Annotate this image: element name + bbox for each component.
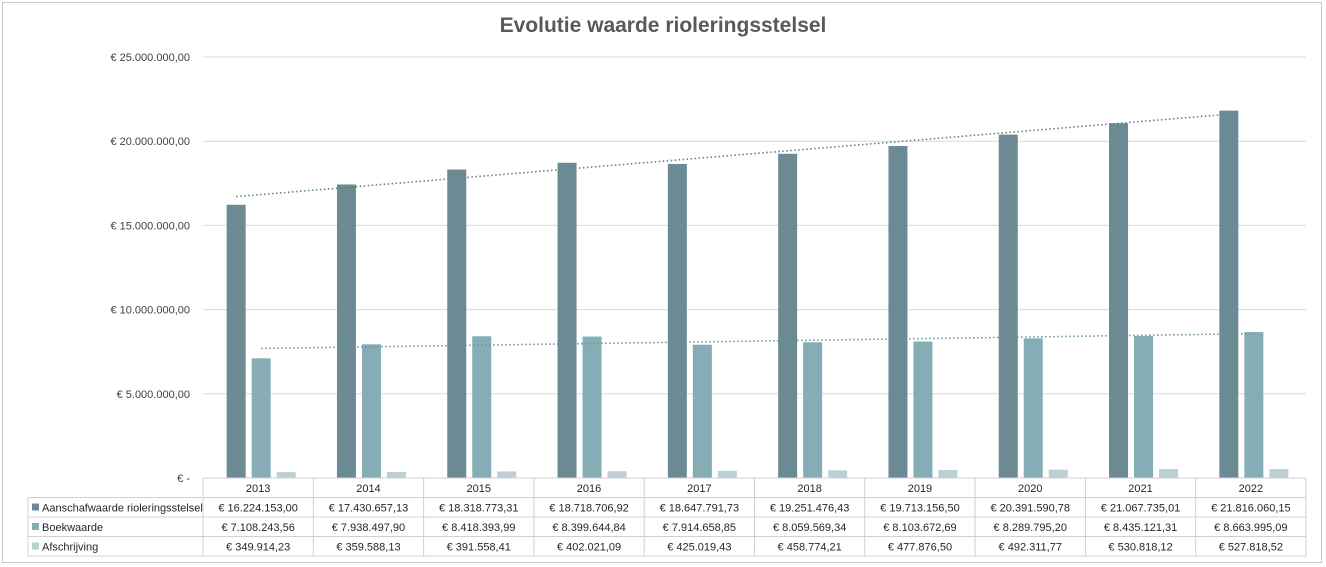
data-label: € 17.430.657,13 — [329, 503, 409, 515]
bar-boekwaarde — [251, 358, 271, 478]
data-label: € 458.774,21 — [778, 542, 842, 554]
category-label: 2018 — [797, 483, 821, 495]
data-label: € 18.647.791,73 — [660, 503, 740, 515]
legend-key — [32, 542, 39, 550]
data-label: € 16.224.153,00 — [218, 503, 298, 515]
data-label: € 18.318.773,31 — [439, 503, 519, 515]
series-label: Afschrijving — [42, 542, 98, 554]
bar-aanschafwaarde-rioleringsstelsel — [336, 184, 356, 479]
legend-key — [32, 523, 39, 530]
category-label: 2015 — [467, 483, 491, 495]
bar-afschrijving — [1269, 469, 1289, 478]
bar-boekwaarde — [1244, 332, 1264, 478]
data-label: € 530.818,12 — [1108, 542, 1172, 554]
data-label: € 391.558,41 — [447, 542, 511, 554]
data-label: € 477.876,50 — [888, 542, 952, 554]
category-label: 2020 — [1018, 483, 1042, 495]
bar-boekwaarde — [1023, 338, 1043, 478]
legend-key — [32, 503, 39, 511]
bar-aanschafwaarde-rioleringsstelsel — [667, 163, 687, 478]
bar-boekwaarde — [692, 344, 712, 478]
data-label: € 19.251.476,43 — [770, 503, 850, 515]
data-label: € 8.103.672,69 — [883, 522, 956, 534]
bar-aanschafwaarde-rioleringsstelsel — [447, 169, 467, 479]
y-tick-label: € 10.000.000,00 — [110, 305, 190, 317]
data-label: € 349.914,23 — [226, 542, 290, 554]
bar-aanschafwaarde-rioleringsstelsel — [1219, 110, 1239, 478]
category-label: 2021 — [1128, 483, 1152, 495]
data-label: € 402.021,09 — [557, 542, 621, 554]
data-label: € 8.435.121,31 — [1104, 522, 1177, 534]
trendline — [236, 113, 1229, 198]
data-label: € 20.391.590,78 — [990, 503, 1070, 515]
bar-afschrijving — [497, 471, 517, 478]
series-label: Boekwaarde — [42, 522, 103, 534]
bar-afschrijving — [1048, 469, 1068, 478]
bar-afschrijving — [607, 471, 627, 478]
bar-afschrijving — [1159, 469, 1179, 478]
category-label: 2013 — [246, 483, 270, 495]
bar-boekwaarde — [361, 344, 381, 478]
bar-afschrijving — [386, 471, 406, 478]
category-label: 2016 — [577, 483, 601, 495]
bar-aanschafwaarde-rioleringsstelsel — [557, 162, 577, 478]
data-label: € 7.938.497,90 — [332, 522, 405, 534]
series-label: Aanschafwaarde rioleringsstelsel — [42, 503, 203, 515]
data-label: € 21.816.060,15 — [1211, 503, 1291, 515]
bar-boekwaarde — [913, 341, 933, 478]
chart-title: Evolutie waarde rioleringsstelsel — [499, 14, 827, 37]
data-label: € 527.818,52 — [1219, 542, 1283, 554]
data-label: € 8.663.995,09 — [1214, 522, 1287, 534]
data-label: € 7.914.658,85 — [663, 522, 736, 534]
y-tick-label: € 15.000.000,00 — [110, 220, 190, 232]
bar-aanschafwaarde-rioleringsstelsel — [226, 204, 246, 478]
category-label: 2022 — [1239, 483, 1263, 495]
y-tick-label: € - — [177, 473, 190, 485]
bar-aanschafwaarde-rioleringsstelsel — [888, 146, 908, 478]
y-tick-label: € 20.000.000,00 — [110, 136, 190, 148]
data-label: € 425.019,43 — [667, 542, 731, 554]
bar-boekwaarde — [803, 342, 823, 478]
bar-boekwaarde — [1134, 335, 1154, 478]
data-label: € 492.311,77 — [999, 542, 1062, 554]
y-tick-label: € 5.000.000,00 — [117, 389, 190, 401]
data-label: € 21.067.735,01 — [1101, 503, 1181, 515]
data-label: € 8.059.569,34 — [773, 522, 846, 534]
category-label: 2014 — [356, 483, 380, 495]
bar-afschrijving — [717, 470, 737, 478]
bar-aanschafwaarde-rioleringsstelsel — [778, 153, 798, 479]
category-label: 2017 — [687, 483, 711, 495]
data-label: € 8.399.644,84 — [552, 522, 625, 534]
trendline — [261, 332, 1254, 350]
category-label: 2019 — [908, 483, 932, 495]
bar-afschrijving — [276, 472, 296, 478]
bar-boekwaarde — [472, 336, 492, 478]
bar-boekwaarde — [582, 336, 602, 478]
bar-aanschafwaarde-rioleringsstelsel — [998, 134, 1018, 479]
data-label: € 7.108.243,56 — [221, 522, 294, 534]
data-label: € 8.289.795,20 — [994, 522, 1067, 534]
bar-aanschafwaarde-rioleringsstelsel — [1109, 123, 1129, 478]
data-label: € 8.418.393,99 — [442, 522, 515, 534]
bar-afschrijving — [828, 470, 848, 478]
data-label: € 359.588,13 — [336, 542, 400, 554]
data-label: € 18.718.706,92 — [549, 503, 629, 515]
y-tick-label: € 25.000.000,00 — [110, 52, 190, 64]
bar-afschrijving — [938, 469, 958, 478]
data-label: € 19.713.156,50 — [880, 503, 960, 515]
